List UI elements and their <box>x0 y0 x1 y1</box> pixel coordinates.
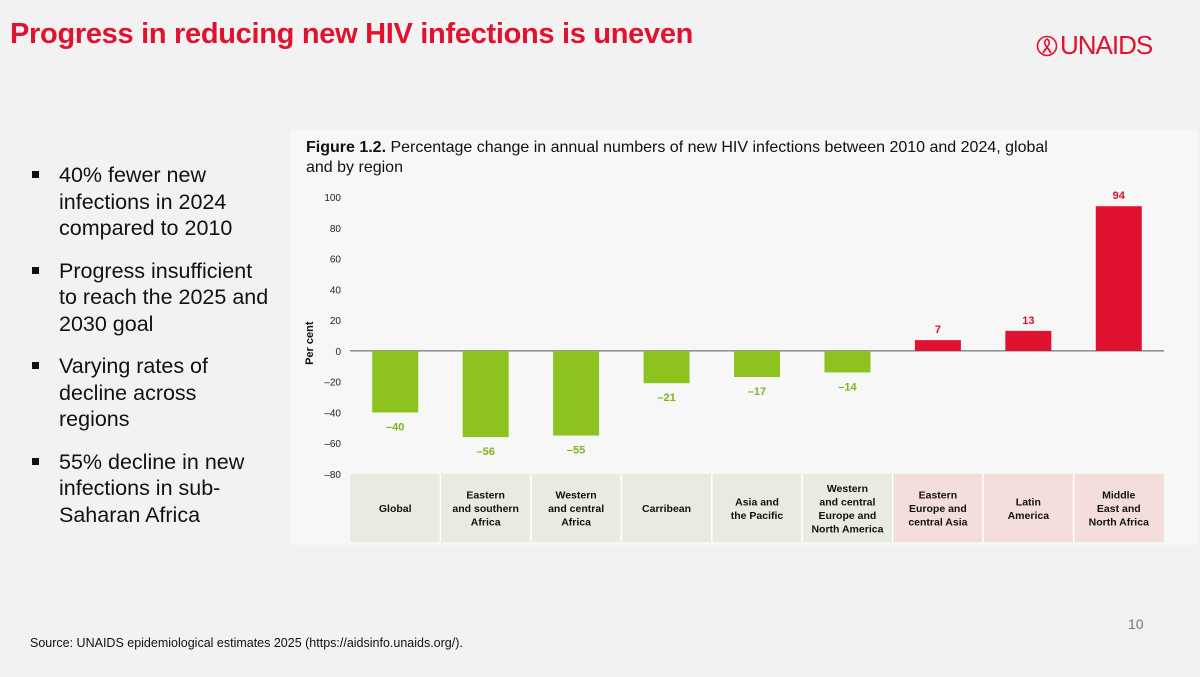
y-tick-label: –60 <box>324 439 341 450</box>
logo-text: UNAIDS <box>1060 30 1153 60</box>
category-label: Latin America <box>1008 496 1050 522</box>
y-tick-label: 80 <box>330 224 342 235</box>
category-label-line: Africa <box>561 517 591 529</box>
y-tick-label: 40 <box>330 285 342 296</box>
bar <box>553 350 600 436</box>
key-points-list: 40% fewer new infections in 2024 compare… <box>32 162 272 544</box>
key-point: 55% decline in new infections in sub-Sah… <box>32 449 272 529</box>
y-tick-label: 0 <box>335 347 341 358</box>
value-label: 13 <box>1022 315 1034 327</box>
category-label: Middle East and North Africa <box>1089 490 1149 529</box>
category-label: Global <box>379 503 412 515</box>
bar <box>643 350 690 384</box>
category-label: Western and central Europe and North Americ… <box>811 483 883 536</box>
slide-title: Progress in reducing new HIV infections … <box>10 18 694 50</box>
value-label: –17 <box>748 386 766 398</box>
category-label-line: Middle <box>1102 490 1135 502</box>
key-point-text: Varying rates of decline across regions <box>59 354 208 431</box>
key-point: Varying rates of decline across regions <box>32 353 272 433</box>
y-axis-title: Per cent <box>304 321 316 365</box>
category-label-line: Latin <box>1016 496 1041 508</box>
key-point-text: Progress insufficient to reach the 2025 … <box>59 258 269 336</box>
category-label-line: Western <box>555 490 596 502</box>
key-point-text: 55% decline in new infections in sub-Sah… <box>59 449 245 527</box>
key-point: 40% fewer new infections in 2024 compare… <box>32 162 272 242</box>
y-tick-label: –40 <box>324 408 341 419</box>
bar-chart: 100 80 60 40 20 0 –20 –40 –60 –80 Per cent –40 Globa… <box>304 190 1164 542</box>
y-tick-label: 100 <box>324 193 341 204</box>
bar <box>1095 206 1142 351</box>
category-label-line: Europe and <box>819 510 877 522</box>
category-label-line: central Asia <box>908 517 967 529</box>
bar <box>734 350 780 378</box>
value-label: –40 <box>386 421 404 433</box>
value-label: 94 <box>1113 190 1126 202</box>
category-cell <box>802 474 893 542</box>
page-number: 10 <box>1128 616 1144 632</box>
category-label: Western and central Africa <box>548 490 604 529</box>
value-label: –55 <box>567 445 585 457</box>
y-tick-label: 60 <box>330 255 342 266</box>
key-point-text: 40% fewer new infections in 2024 compare… <box>59 163 233 240</box>
bar <box>1005 330 1052 351</box>
category-label-line: Africa <box>471 517 501 529</box>
category-label-line: America <box>1008 510 1050 522</box>
category-label-line: Carribean <box>642 503 691 515</box>
category-cell <box>1073 474 1164 542</box>
bullet-square-icon <box>32 171 39 178</box>
category-cell <box>983 474 1074 542</box>
bar <box>462 350 509 438</box>
ribbon-icon <box>1036 35 1058 56</box>
category-label: Carribean <box>642 503 691 515</box>
category-label-line: and central <box>548 503 604 515</box>
category-cell <box>350 474 441 542</box>
category-label-line: and southern <box>452 503 519 515</box>
category-cell <box>621 474 712 542</box>
bullet-square-icon <box>32 266 39 274</box>
category-label: Eastern and southern Africa <box>452 490 519 529</box>
category-label-line: Asia and <box>735 496 779 508</box>
y-tick-label: 20 <box>330 316 342 327</box>
category-label-line: Europe and <box>909 503 967 515</box>
unaids-logo: UNAIDS <box>1036 30 1153 61</box>
value-label: 7 <box>935 324 941 336</box>
category-label-line: North America <box>811 523 883 535</box>
y-tick-label: –80 <box>324 470 341 481</box>
category-label-line: East and <box>1097 503 1141 515</box>
category-label-line: the Pacific <box>731 510 784 522</box>
category-label-line: Western <box>827 483 868 495</box>
source-note: Source: UNAIDS epidemiological estimates… <box>30 636 463 650</box>
figure-caption-text: Percentage change in annual numbers of n… <box>306 139 1048 176</box>
bar <box>824 350 871 373</box>
category-label-line: Eastern <box>919 490 958 502</box>
category-cell <box>711 474 803 542</box>
figure-label: Figure 1.2. <box>306 139 387 156</box>
category-label-line: Global <box>379 503 412 515</box>
value-label: –14 <box>838 381 857 393</box>
category-label: Asia and the Pacific <box>731 496 784 522</box>
y-tick-label: –20 <box>324 378 341 389</box>
category-cell <box>440 474 531 542</box>
value-label: –56 <box>476 446 494 458</box>
bullet-square-icon <box>32 362 39 369</box>
category-label-line: North Africa <box>1089 517 1149 529</box>
category-label-line: and central <box>819 496 875 508</box>
bullet-square-icon <box>32 457 39 465</box>
key-point: Progress insufficient to reach the 2025 … <box>32 258 272 338</box>
bar <box>914 340 961 351</box>
category-label-line: Eastern <box>466 490 505 502</box>
figure-panel: Figure 1.2. Percentage change in annual … <box>290 130 1198 545</box>
bar <box>372 350 419 413</box>
category-cell <box>892 474 984 542</box>
value-label: –21 <box>657 392 675 404</box>
category-label: Eastern Europe and central Asia <box>908 490 967 529</box>
figure-caption: Figure 1.2. Percentage change in annual … <box>306 138 1066 178</box>
category-cell <box>530 474 622 542</box>
